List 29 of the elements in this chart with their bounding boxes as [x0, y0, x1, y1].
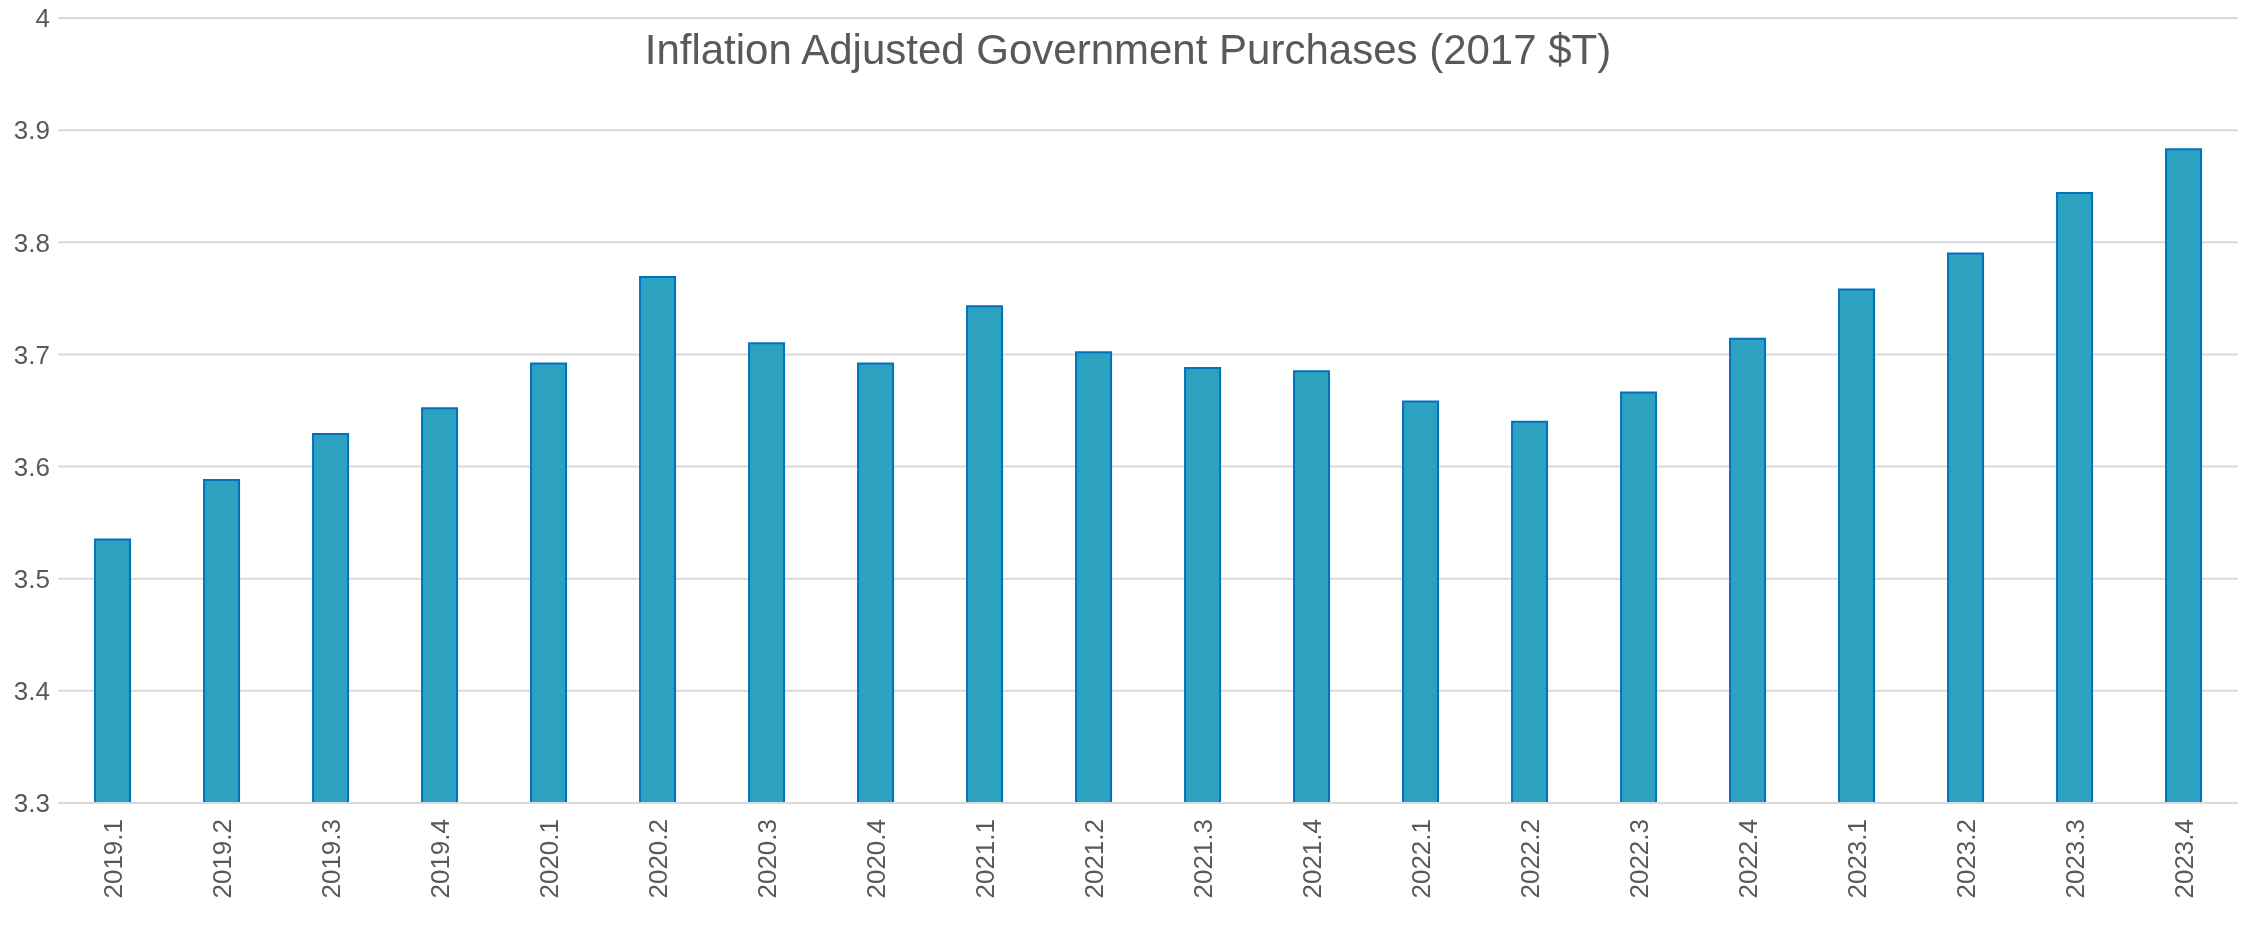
x-tick-label: 2021.3 — [1187, 819, 1218, 899]
y-tick-label: 3.4 — [13, 676, 50, 707]
x-tick-label: 2020.4 — [860, 819, 891, 899]
y-tick-label: 3.3 — [13, 788, 50, 819]
x-tick-label: 2021.2 — [1078, 819, 1109, 899]
y-tick-label: 4 — [35, 3, 50, 34]
x-tick-label: 2022.2 — [1514, 819, 1545, 899]
x-tick-label: 2019.3 — [315, 819, 346, 899]
x-tick-label: 2022.3 — [1623, 819, 1654, 899]
x-tick-label: 2019.1 — [97, 819, 128, 899]
y-tick-label: 3.7 — [13, 339, 50, 370]
y-tick-label: 3.9 — [13, 115, 50, 146]
x-tick-label: 2023.1 — [1841, 819, 1872, 899]
y-tick-label: 3.8 — [13, 227, 50, 258]
x-tick-label: 2021.1 — [969, 819, 1000, 899]
x-tick-label: 2019.4 — [424, 819, 455, 899]
y-tick-label: 3.6 — [13, 451, 50, 482]
x-tick-label: 2022.4 — [1732, 819, 1763, 899]
x-tick-label: 2023.3 — [2059, 819, 2090, 899]
x-tick-label: 2020.2 — [642, 819, 673, 899]
x-tick-label: 2020.3 — [751, 819, 782, 899]
chart-title: Inflation Adjusted Government Purchases (2017 $T) — [638, 26, 1618, 73]
x-tick-label: 2022.1 — [1405, 819, 1436, 899]
x-tick-label: 2023.2 — [1950, 819, 1981, 899]
x-tick-label: 2020.1 — [533, 819, 564, 899]
x-tick-label: 2019.2 — [206, 819, 237, 899]
x-tick-label: 2023.4 — [2168, 819, 2199, 899]
x-tick-label: 2021.4 — [1296, 819, 1327, 899]
y-tick-label: 3.5 — [13, 563, 50, 594]
